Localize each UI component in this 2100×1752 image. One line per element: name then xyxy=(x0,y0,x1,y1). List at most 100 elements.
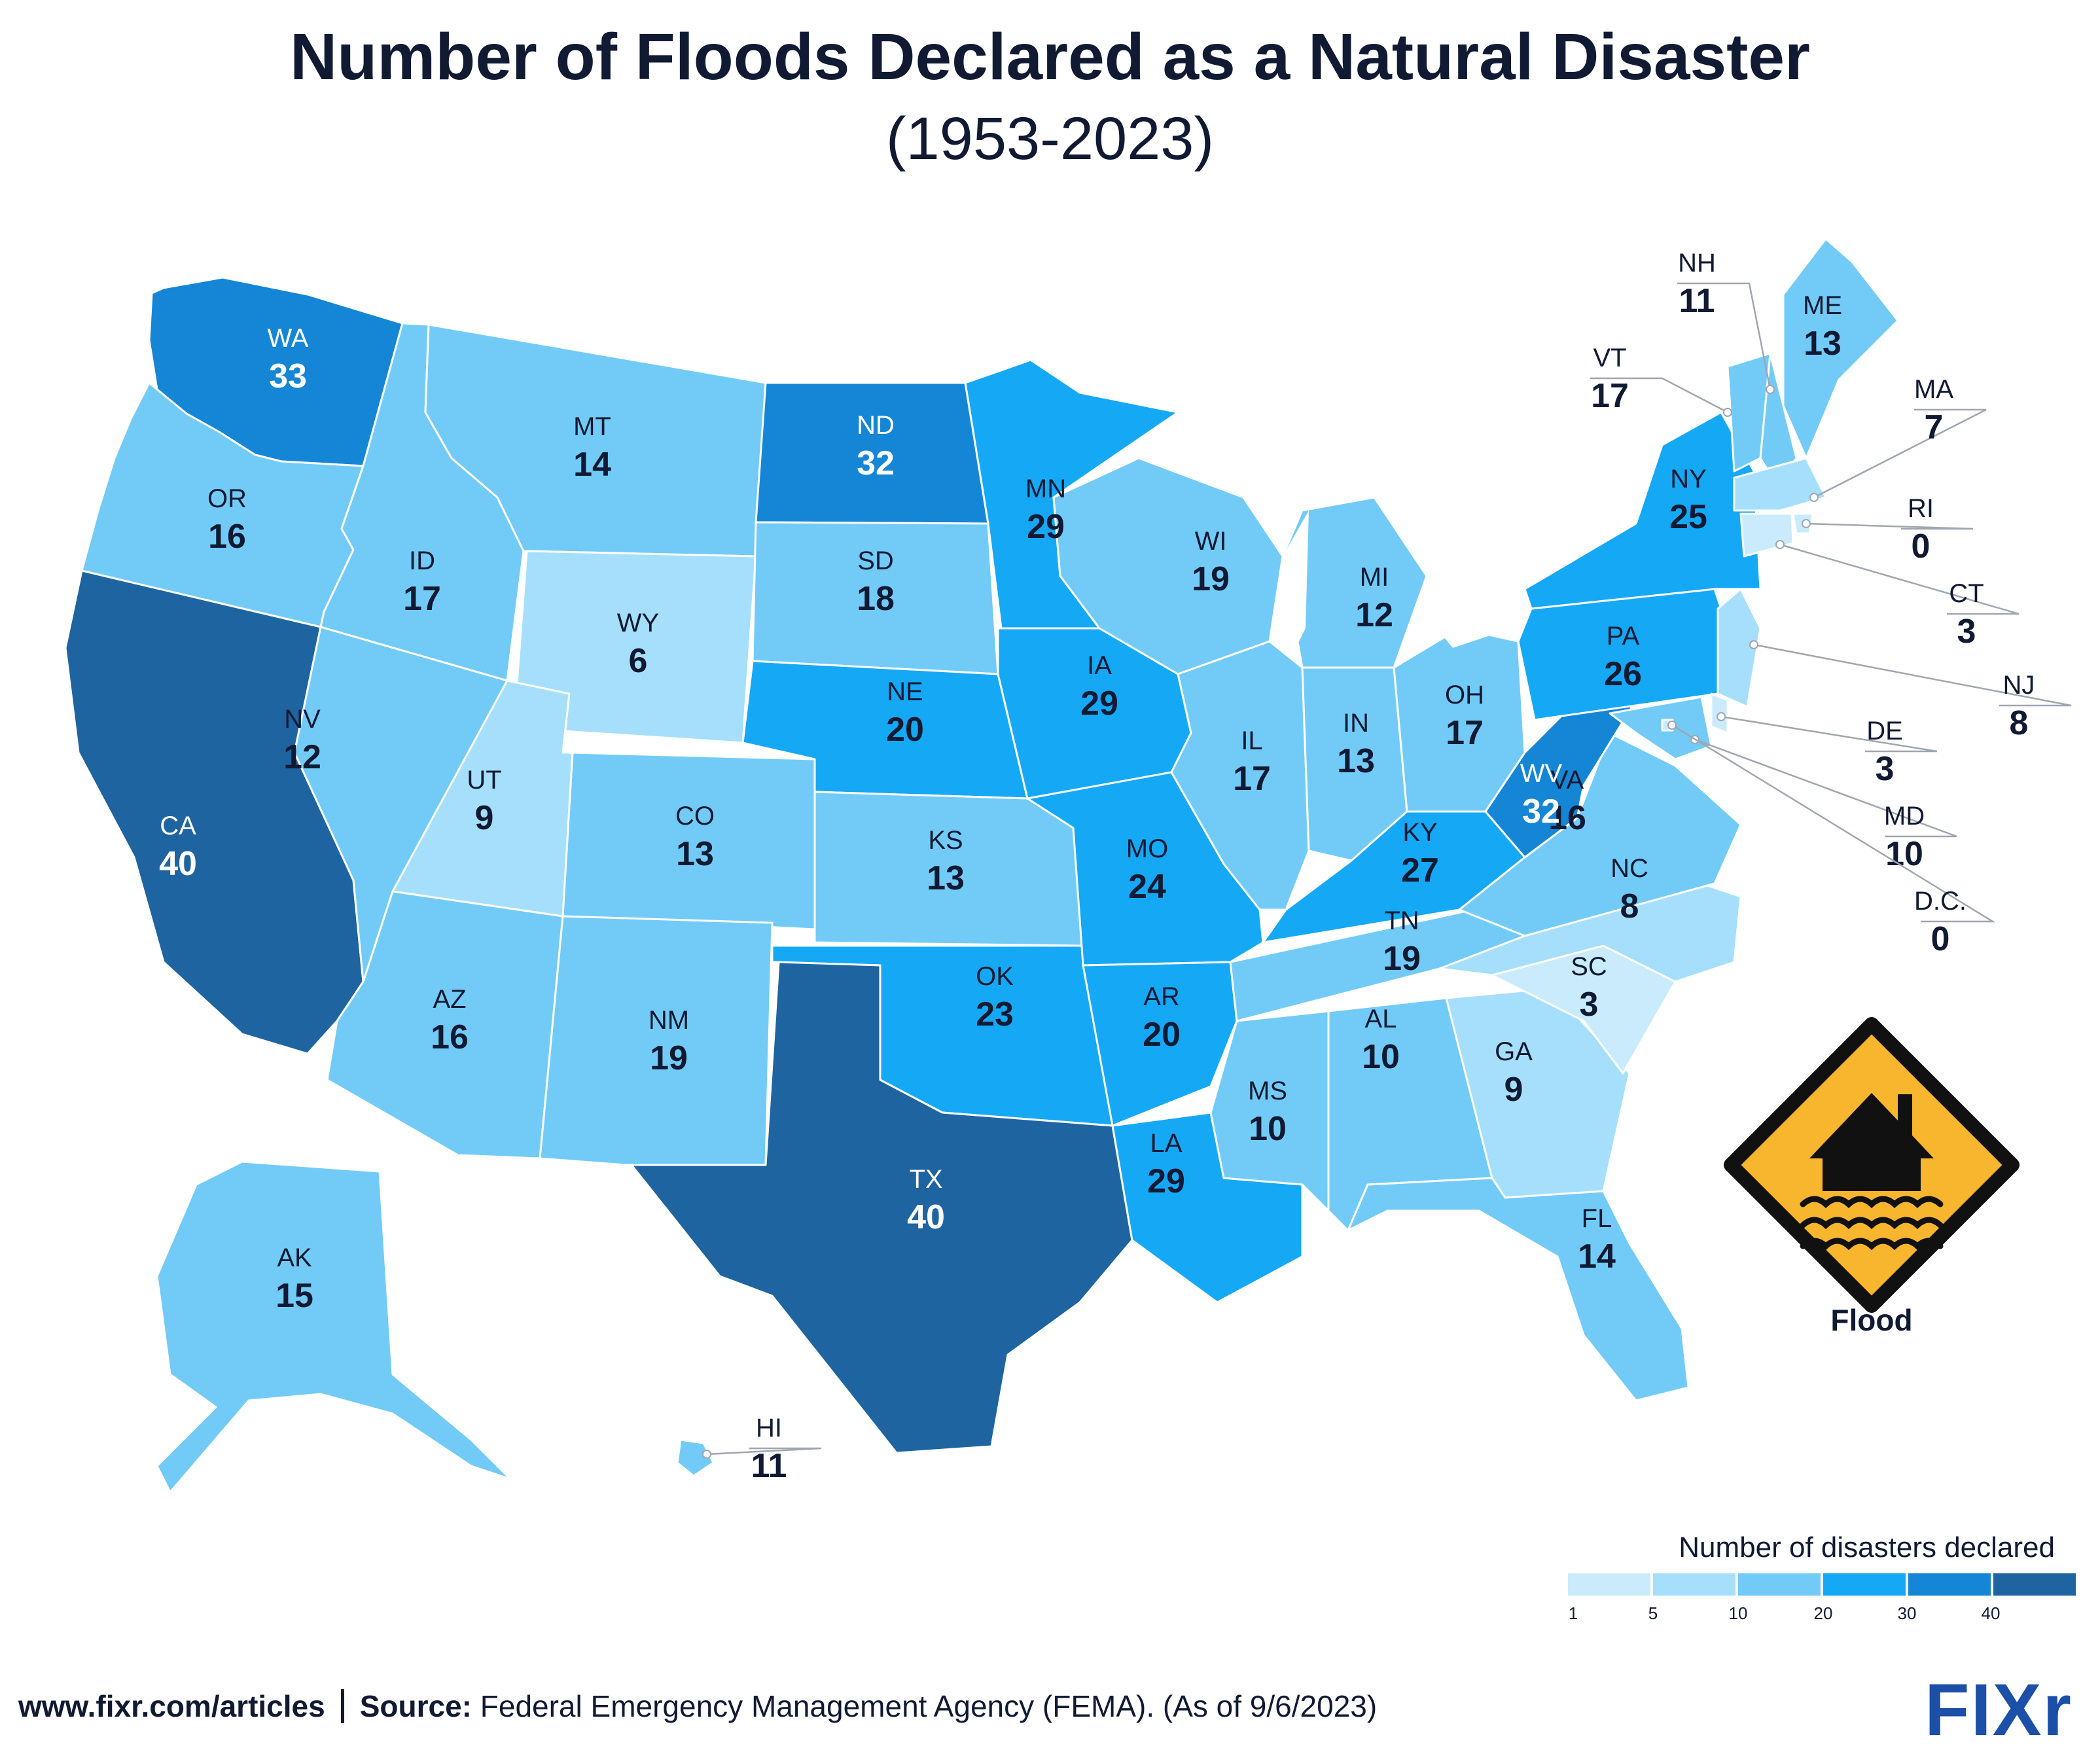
state-label-mt: MT 14 xyxy=(573,412,611,484)
state-value-wi: 19 xyxy=(1192,560,1230,598)
state-value-in: 13 xyxy=(1337,742,1375,780)
state-nj[interactable] xyxy=(1717,588,1762,708)
leader-line-ri xyxy=(1806,522,1974,530)
lake-2 xyxy=(1420,589,1512,648)
footer-url[interactable]: www.fixr.com/articles xyxy=(18,1689,325,1723)
footer-source-text: Federal Emergency Management Agency (FEM… xyxy=(480,1689,1378,1723)
state-label-il: IL 17 xyxy=(1233,726,1271,798)
state-abbr-mn: MN xyxy=(1025,474,1066,503)
state-value-ct: 3 xyxy=(1957,613,1976,651)
state-label-vt: VT 17 xyxy=(1590,344,1732,417)
state-md[interactable] xyxy=(1609,696,1713,760)
state-vt[interactable] xyxy=(1726,352,1771,473)
state-value-wy: 6 xyxy=(629,642,648,680)
state-label-ri: RI 0 xyxy=(1802,494,1974,565)
map-subtitle: (1953-2023) xyxy=(885,105,1215,172)
legend-swatch-6 xyxy=(1993,1573,2076,1596)
state-abbr-sc: SC xyxy=(1571,952,1607,981)
state-ar[interactable] xyxy=(1082,961,1238,1127)
state-abbr-mo: MO xyxy=(1126,834,1168,863)
flood-warning-icon xyxy=(1724,1017,2020,1313)
state-value-nm: 19 xyxy=(650,1039,688,1077)
state-label-de: DE 3 xyxy=(1717,712,1938,788)
fixr-logo: FIXr xyxy=(1925,1669,2073,1751)
state-ct[interactable] xyxy=(1739,512,1794,558)
state-value-la: 29 xyxy=(1147,1162,1185,1200)
legend-swatch-1 xyxy=(1568,1573,1650,1596)
state-label-tn: TN 19 xyxy=(1383,906,1421,978)
state-value-ny: 25 xyxy=(1669,498,1707,536)
state-il[interactable] xyxy=(1170,640,1310,911)
state-abbr-ga: GA xyxy=(1495,1037,1533,1066)
state-value-dc.: 0 xyxy=(1931,920,1950,958)
state-abbr-ia: IA xyxy=(1087,651,1112,680)
state-tx[interactable] xyxy=(630,961,1133,1454)
state-abbr-ut: UT xyxy=(467,766,501,795)
state-label-ga: GA 9 xyxy=(1495,1037,1533,1109)
state-abbr-mi: MI xyxy=(1360,563,1389,592)
footer-source-label: Source: xyxy=(359,1689,472,1723)
state-value-nd: 32 xyxy=(857,444,895,482)
state-label-ar: AR 20 xyxy=(1143,982,1181,1054)
state-value-nv: 12 xyxy=(283,738,321,776)
leader-dot-hi xyxy=(702,1450,711,1459)
state-abbr-nj: NJ xyxy=(2003,671,2035,700)
state-abbr-ca: CA xyxy=(160,812,196,840)
state-fl[interactable] xyxy=(1347,1177,1690,1402)
state-value-fl: 14 xyxy=(1578,1238,1616,1276)
state-value-ar: 20 xyxy=(1143,1016,1181,1054)
state-label-al: AL 10 xyxy=(1362,1005,1400,1076)
state-label-ca: CA 40 xyxy=(159,812,197,883)
state-abbr-ne: NE xyxy=(887,677,923,706)
state-label-me: ME 13 xyxy=(1803,291,1842,363)
state-value-ok: 23 xyxy=(976,995,1014,1033)
state-abbr-ms: MS xyxy=(1248,1077,1287,1105)
flood-icon-label: Flood xyxy=(1830,1303,1913,1337)
state-label-ct: CT 3 xyxy=(1775,540,2020,651)
state-value-co: 13 xyxy=(676,835,714,873)
state-value-ga: 9 xyxy=(1504,1071,1523,1109)
state-value-mt: 14 xyxy=(573,446,611,484)
state-abbr-id: ID xyxy=(409,546,435,575)
state-abbr-hi: HI xyxy=(756,1414,782,1442)
leader-dot-nj xyxy=(1749,640,1758,649)
state-abbr-in: IN xyxy=(1343,709,1369,738)
state-label-ne: NE 20 xyxy=(886,677,924,749)
state-abbr-ri: RI xyxy=(1908,494,1934,523)
state-abbr-wy: WY xyxy=(617,609,659,637)
state-abbr-vt: VT xyxy=(1593,344,1626,372)
state-value-sd: 18 xyxy=(857,580,895,618)
state-label-dc.: D.C. 0 xyxy=(1667,721,1996,958)
state-abbr-wa: WA xyxy=(268,324,309,353)
state-value-al: 10 xyxy=(1362,1038,1400,1076)
state-ma[interactable] xyxy=(1733,457,1827,512)
state-abbr-me: ME xyxy=(1803,291,1842,320)
state-value-nc: 8 xyxy=(1620,887,1639,925)
legend-tick: 20 xyxy=(1813,1603,1833,1623)
state-abbr-az: AZ xyxy=(433,985,466,1014)
state-me[interactable] xyxy=(1782,238,1899,459)
state-abbr-ar: AR xyxy=(1143,982,1180,1011)
state-label-ia: IA 29 xyxy=(1080,651,1118,723)
state-abbr-nh: NH xyxy=(1678,249,1716,277)
state-value-sc: 3 xyxy=(1580,986,1599,1024)
state-label-fl: FL 14 xyxy=(1578,1204,1616,1276)
state-ny[interactable] xyxy=(1523,411,1762,610)
state-value-tx: 40 xyxy=(907,1198,945,1236)
state-abbr-fl: FL xyxy=(1582,1204,1612,1233)
state-value-ut: 9 xyxy=(475,799,494,837)
legend-swatch-5 xyxy=(1908,1573,1991,1596)
state-hi[interactable] xyxy=(676,1439,715,1477)
state-abbr-ky: KY xyxy=(1402,818,1437,847)
state-abbr-mt: MT xyxy=(573,412,611,441)
state-label-wa: WA 33 xyxy=(268,324,309,395)
legend-swatch-2 xyxy=(1653,1573,1735,1596)
state-label-oh: OH 17 xyxy=(1445,681,1484,752)
state-abbr-tx: TX xyxy=(909,1165,942,1194)
state-value-wv: 32 xyxy=(1522,793,1560,831)
state-ak[interactable] xyxy=(156,1160,512,1493)
state-value-hi: 11 xyxy=(751,1447,787,1485)
state-wv[interactable] xyxy=(1484,699,1637,859)
state-label-nd: ND 32 xyxy=(857,411,895,482)
